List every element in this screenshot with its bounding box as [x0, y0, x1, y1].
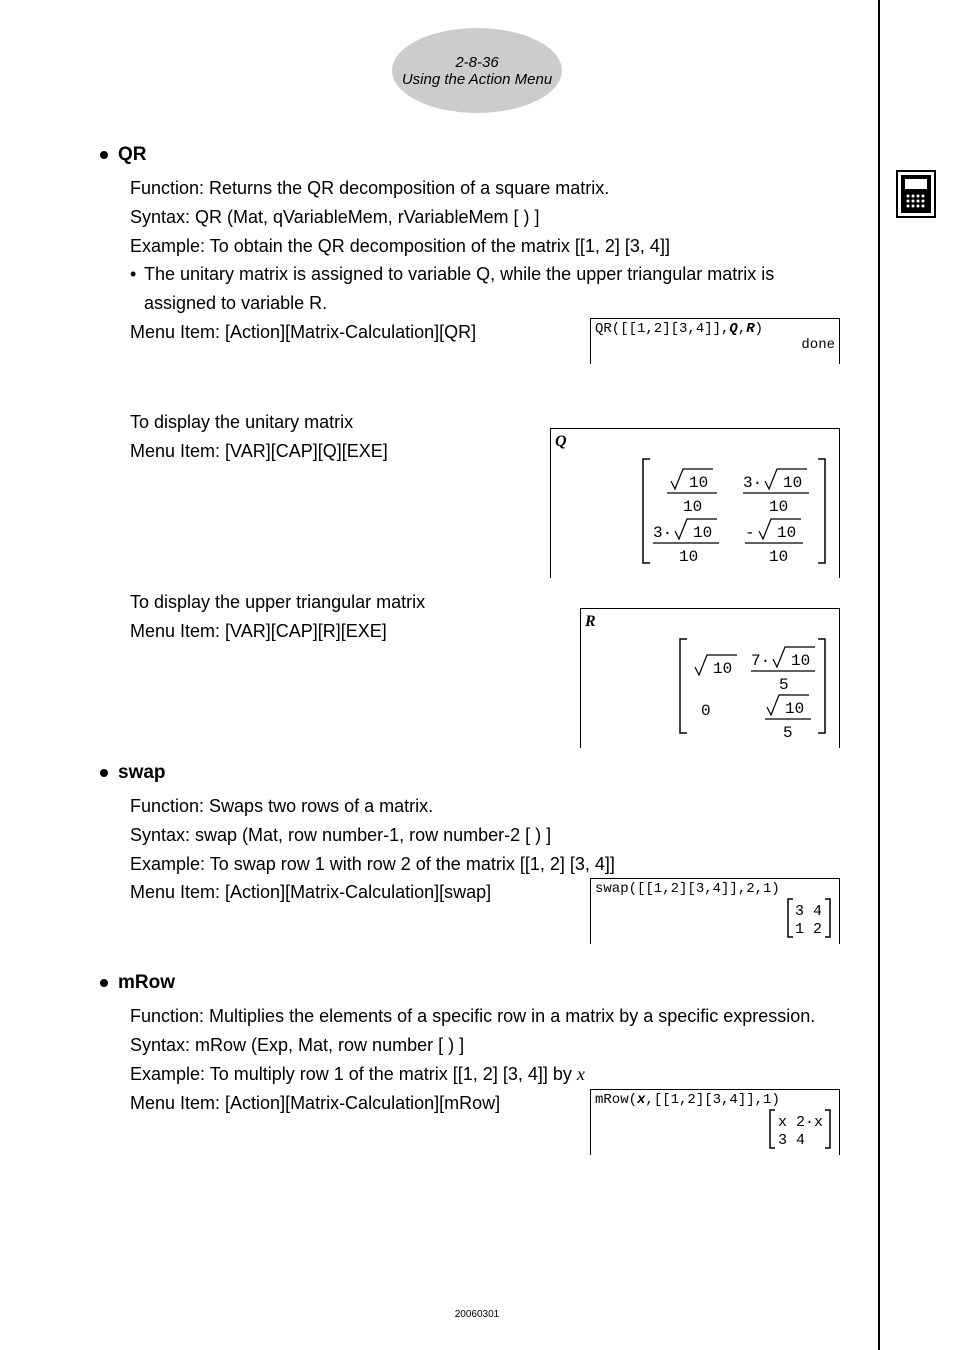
svg-text:7·: 7· [751, 652, 770, 670]
mrow-example-prefix: Example: To multiply row 1 of the matrix… [130, 1064, 577, 1084]
section-qr: QR Function: Returns the QR decompositio… [100, 144, 840, 738]
qr-fig1-output: done [595, 337, 835, 353]
bullet-icon [100, 151, 108, 159]
svg-text:10: 10 [791, 652, 810, 670]
vertical-divider [878, 0, 880, 1350]
page-title: Using the Action Menu [402, 71, 552, 88]
svg-text:10: 10 [683, 498, 702, 516]
page-content: QR Function: Returns the QR decompositio… [100, 144, 840, 1183]
calculator-icon [896, 170, 936, 218]
svg-text:10: 10 [679, 548, 698, 566]
svg-text:3·: 3· [743, 474, 762, 492]
svg-text:5: 5 [779, 676, 789, 694]
svg-text:10: 10 [777, 524, 796, 542]
qr-fig1-input: QR([[1,2][3,4]],Q,R) [595, 321, 763, 337]
swap-example: Example: To swap row 1 with row 2 of the… [130, 850, 840, 879]
mrow-figure: mRow(x,[[1,2][3,4]],1) x 2·x 3 4 [590, 1089, 840, 1155]
svg-text:10: 10 [713, 660, 732, 678]
swap-heading: swap [100, 762, 840, 784]
swap-heading-text: swap [118, 762, 166, 784]
section-swap: swap Function: Swaps two rows of a matri… [100, 762, 840, 948]
svg-text:10: 10 [693, 524, 712, 542]
page-footer: 20060301 [0, 1309, 954, 1320]
svg-text:0: 0 [701, 702, 711, 720]
qr-heading-text: QR [118, 144, 147, 166]
svg-text:3·: 3· [653, 524, 672, 542]
swap-function: Function: Swaps two rows of a matrix. [130, 792, 840, 821]
qr-syntax: Syntax: QR (Mat, qVariableMem, rVariable… [130, 203, 840, 232]
mrow-syntax: Syntax: mRow (Exp, Mat, row number [ ) ] [130, 1031, 840, 1060]
qr-function: Function: Returns the QR decomposition o… [130, 174, 840, 203]
mrow-example: Example: To multiply row 1 of the matrix… [130, 1060, 840, 1089]
qr-figure-r: R 10 7· 10 5 [580, 608, 840, 748]
qr-example: Example: To obtain the QR decomposition … [130, 232, 840, 261]
svg-text:-: - [745, 524, 755, 542]
svg-text:10: 10 [769, 498, 788, 516]
bullet-icon [100, 979, 108, 987]
qr-note: The unitary matrix is assigned to variab… [130, 260, 840, 318]
svg-text:10: 10 [785, 700, 804, 718]
svg-text:10: 10 [783, 474, 802, 492]
mrow-function: Function: Multiplies the elements of a s… [130, 1002, 840, 1031]
svg-text:5: 5 [783, 724, 793, 741]
svg-text:10: 10 [689, 474, 708, 492]
svg-text:3 4: 3 4 [795, 903, 822, 920]
qr-heading: QR [100, 144, 840, 166]
page-number: 2-8-36 [455, 54, 498, 71]
mrow-heading: mRow [100, 972, 840, 994]
swap-syntax: Syntax: swap (Mat, row number-1, row num… [130, 821, 840, 850]
bullet-icon [100, 769, 108, 777]
swap-figure: swap([[1,2][3,4]],2,1) 3 4 1 2 [590, 878, 840, 944]
qr-figure-q: Q 10 10 3· 10 [550, 428, 840, 578]
svg-text:1 2: 1 2 [795, 921, 822, 938]
svg-text:x 2·x: x 2·x [778, 1114, 823, 1131]
qr-figure-1: QR([[1,2][3,4]],Q,R) done [590, 318, 840, 364]
mrow-fig-input: mRow(x,[[1,2][3,4]],1) [595, 1092, 835, 1108]
swap-fig-input: swap([[1,2][3,4]],2,1) [595, 881, 835, 897]
mrow-heading-text: mRow [118, 972, 175, 994]
mrow-example-var: x [577, 1064, 585, 1084]
section-mrow: mRow Function: Multiplies the elements o… [100, 972, 840, 1158]
svg-text:3 4: 3 4 [778, 1132, 805, 1149]
svg-text:10: 10 [769, 548, 788, 566]
page-header-badge: 2-8-36 Using the Action Menu [392, 28, 562, 113]
